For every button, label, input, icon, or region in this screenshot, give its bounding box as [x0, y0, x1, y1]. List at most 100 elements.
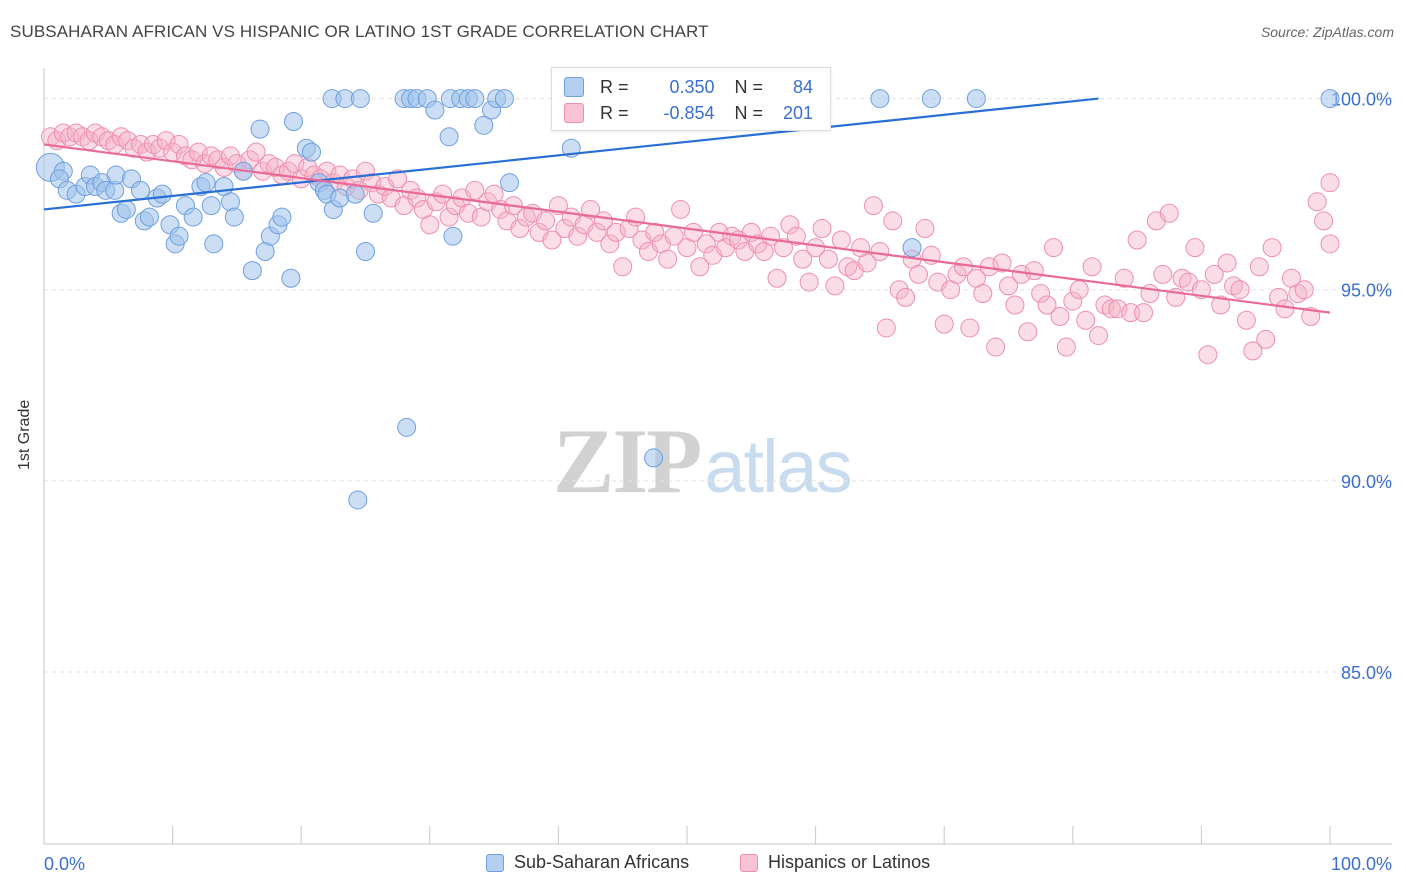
point-hispanic	[658, 249, 678, 269]
point-hispanic	[825, 276, 845, 296]
point-hispanic	[857, 253, 877, 273]
point-hispanic	[1101, 299, 1121, 319]
point-hispanic	[889, 280, 909, 300]
point-hispanic	[1127, 230, 1147, 250]
point-subsaharan	[474, 115, 494, 135]
point-hispanic	[188, 142, 208, 162]
point-subsaharan	[356, 241, 375, 261]
point-hispanic	[1185, 238, 1205, 258]
legend-item-hispanic[interactable]: Hispanics or Latinos	[740, 852, 930, 873]
point-hispanic	[1153, 264, 1173, 284]
point-hispanic	[1089, 326, 1109, 346]
point-hispanic	[568, 226, 588, 246]
point-subsaharan	[465, 89, 485, 109]
point-subsaharan	[494, 89, 514, 109]
point-hispanic	[510, 219, 530, 239]
point-hispanic	[388, 169, 408, 189]
point-hispanic	[773, 238, 793, 258]
point-hispanic	[458, 203, 478, 223]
point-hispanic	[118, 131, 138, 151]
series-hispanic	[40, 123, 1340, 365]
stats-r-label: R =	[600, 76, 629, 97]
point-hispanic	[934, 314, 954, 334]
point-hispanic	[1069, 280, 1089, 300]
point-hispanic	[1204, 264, 1224, 284]
stats-n-value: 201	[782, 102, 814, 123]
point-hispanic	[780, 215, 800, 235]
point-hispanic	[915, 219, 935, 239]
y-tick-label: 90.0%	[1341, 472, 1392, 492]
point-subsaharan	[152, 184, 172, 204]
point-hispanic	[156, 131, 176, 151]
legend: Sub-Saharan Africans Hispanics or Latino…	[0, 852, 1406, 878]
stats-row-subsaharan: R = 0.350 N = 84	[564, 76, 813, 98]
point-subsaharan	[250, 119, 270, 139]
point-hispanic	[1198, 345, 1218, 365]
point-hispanic	[1230, 280, 1250, 300]
point-subsaharan	[183, 207, 203, 227]
point-hispanic	[870, 241, 890, 261]
point-hispanic	[600, 234, 620, 254]
point-hispanic	[1159, 203, 1179, 223]
point-hispanic	[876, 318, 896, 338]
stats-r-label: R =	[600, 102, 629, 123]
point-subsaharan	[348, 490, 368, 510]
point-hispanic	[1249, 257, 1269, 277]
point-hispanic	[896, 287, 916, 307]
point-hispanic	[947, 264, 967, 284]
point-hispanic	[1236, 310, 1256, 330]
point-hispanic	[1211, 295, 1231, 315]
point-subsaharan	[196, 173, 216, 193]
point-hispanic	[433, 184, 453, 204]
point-hispanic	[999, 276, 1018, 296]
legend-swatch-subsaharan	[486, 853, 504, 872]
point-hispanic	[1294, 280, 1314, 300]
point-hispanic	[986, 337, 1006, 357]
point-hispanic	[863, 196, 883, 216]
point-hispanic	[908, 264, 928, 284]
point-hispanic	[208, 150, 228, 170]
point-subsaharan	[870, 89, 890, 109]
point-hispanic	[1275, 299, 1295, 319]
y-axis-label: 1st Grade	[16, 399, 33, 470]
point-hispanic	[1134, 303, 1154, 323]
point-hispanic	[1301, 306, 1321, 326]
point-hispanic	[1307, 192, 1327, 212]
point-hispanic	[581, 199, 601, 219]
point-subsaharan	[921, 89, 941, 109]
point-hispanic	[793, 249, 813, 269]
point-hispanic	[812, 219, 832, 239]
point-hispanic	[696, 234, 716, 254]
point-hispanic	[613, 257, 633, 277]
point-subsaharan	[1320, 89, 1340, 109]
watermark-atlas: atlas	[704, 425, 852, 508]
legend-item-subsaharan[interactable]: Sub-Saharan Africans	[486, 852, 689, 873]
point-hispanic	[1243, 341, 1263, 361]
point-hispanic	[1256, 329, 1276, 349]
legend-swatch-hispanic	[740, 853, 758, 872]
point-subsaharan	[116, 199, 136, 219]
y-tick-label: 95.0%	[1341, 281, 1392, 301]
stats-box: R = 0.350 N = 84 R = -0.854 N = 201	[551, 67, 831, 131]
point-subsaharan	[139, 207, 159, 227]
point-subsaharan	[443, 226, 463, 246]
point-subsaharan	[201, 196, 221, 216]
point-hispanic	[587, 222, 607, 242]
point-hispanic	[1076, 310, 1096, 330]
stats-n-value: 84	[793, 76, 814, 97]
stats-r-value: -0.854	[663, 102, 715, 123]
point-hispanic	[818, 249, 838, 269]
point-subsaharan	[204, 234, 224, 254]
point-hispanic	[439, 207, 459, 227]
point-hispanic	[246, 142, 266, 162]
point-hispanic	[265, 157, 285, 177]
point-hispanic	[1005, 295, 1025, 315]
point-hispanic	[1024, 261, 1044, 281]
stats-n-label: N =	[734, 102, 764, 123]
point-subsaharan	[169, 226, 189, 246]
stats-swatch-subsaharan	[564, 77, 584, 97]
trendline-hispanic	[43, 143, 1331, 314]
point-hispanic	[150, 138, 170, 158]
point-hispanic	[767, 268, 787, 288]
